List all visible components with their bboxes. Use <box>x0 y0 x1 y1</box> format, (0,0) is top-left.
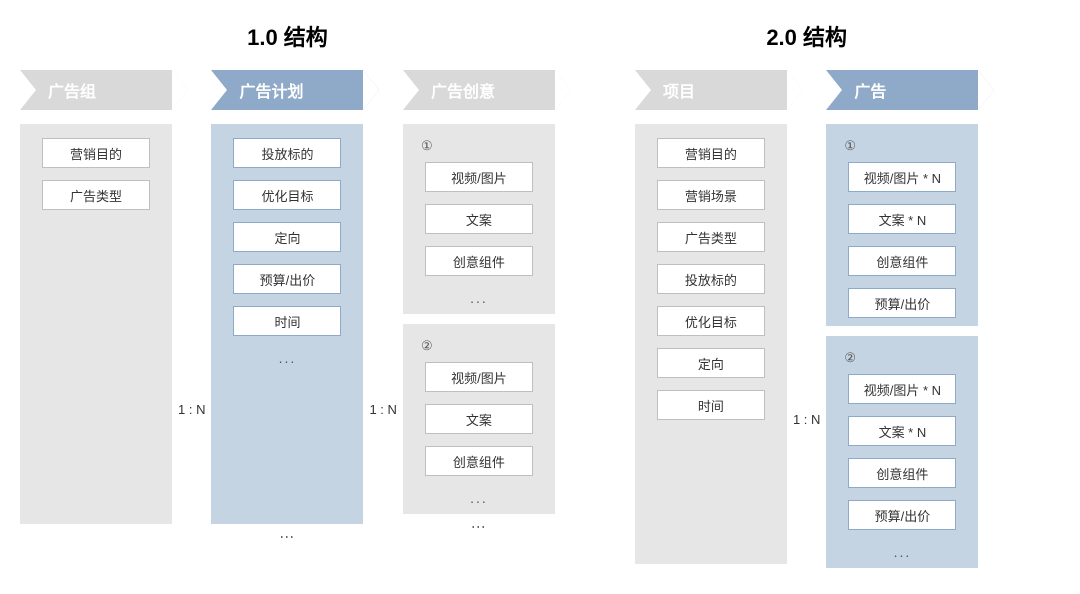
column-header: 广告 <box>826 70 978 110</box>
column-header: 广告组 <box>20 70 172 110</box>
section-v1-columns: 广告组营销目的广告类型1 : N广告计划投放标的优化目标定向预算/出价时间...… <box>20 70 555 548</box>
item-box: 视频/图片 <box>425 162 533 192</box>
ellipsis: ... <box>470 490 488 506</box>
section-v2-title: 2.0 结构 <box>766 20 847 52</box>
item-box: 文案 * N <box>848 204 956 234</box>
item-box: 时间 <box>233 306 341 336</box>
item-box: 创意组件 <box>848 458 956 488</box>
column-panel: ① 视频/图片文案创意组件... <box>403 124 555 314</box>
item-box: 广告类型 <box>42 180 150 210</box>
item-box: 视频/图片 * N <box>848 162 956 192</box>
relation-label: 1 : N <box>793 212 820 427</box>
item-box: 营销目的 <box>657 138 765 168</box>
section-v1-title: 1.0 结构 <box>247 20 328 52</box>
column-panel: 营销目的广告类型 <box>20 124 172 524</box>
item-box: 时间 <box>657 390 765 420</box>
column: 广告计划投放标的优化目标定向预算/出价时间... ⋮ <box>211 70 363 548</box>
group-number: ② <box>421 338 433 354</box>
item-box: 预算/出价 <box>233 264 341 294</box>
column: 广告①视频/图片 * N文案 * N创意组件预算/出价②视频/图片 * N文案 … <box>826 70 978 568</box>
item-box: 预算/出价 <box>848 500 956 530</box>
group-number: ① <box>421 138 433 154</box>
item-box: 优化目标 <box>657 306 765 336</box>
section-v2-columns: 项目营销目的营销场景广告类型投放标的优化目标定向时间1 : N广告①视频/图片 … <box>635 70 978 568</box>
section-v1: 1.0 结构 广告组营销目的广告类型1 : N广告计划投放标的优化目标定向预算/… <box>20 20 555 548</box>
item-box: 视频/图片 <box>425 362 533 392</box>
item-box: 营销场景 <box>657 180 765 210</box>
item-box: 文案 * N <box>848 416 956 446</box>
column: 项目营销目的营销场景广告类型投放标的优化目标定向时间 <box>635 70 787 564</box>
group-number: ② <box>844 350 856 366</box>
column-header: 广告创意 <box>403 70 555 110</box>
column: 广告组营销目的广告类型 <box>20 70 172 524</box>
section-v2: 2.0 结构 项目营销目的营销场景广告类型投放标的优化目标定向时间1 : N广告… <box>635 20 978 568</box>
item-box: 广告类型 <box>657 222 765 252</box>
item-box: 创意组件 <box>425 446 533 476</box>
vertical-ellipsis: ⋮ <box>471 520 487 538</box>
group-number: ① <box>844 138 856 154</box>
item-box: 预算/出价 <box>848 288 956 318</box>
column: 广告创意①视频/图片文案创意组件...②视频/图片文案创意组件...⋮ <box>403 70 555 538</box>
ellipsis: ... <box>279 350 297 366</box>
ellipsis: ... <box>470 290 488 306</box>
vertical-ellipsis: ⋮ <box>279 530 295 548</box>
relation-label: 1 : N <box>178 202 205 417</box>
panel-stack: ①视频/图片 * N文案 * N创意组件预算/出价②视频/图片 * N文案 * … <box>826 124 978 568</box>
item-box: 创意组件 <box>848 246 956 276</box>
structure-diagram: 1.0 结构 广告组营销目的广告类型1 : N广告计划投放标的优化目标定向预算/… <box>20 20 1060 568</box>
item-box: 定向 <box>657 348 765 378</box>
column-panel: ① 视频/图片 * N 文案 * N 创意组件预算/出价 <box>826 124 978 326</box>
column-header: 广告计划 <box>211 70 363 110</box>
item-box: 视频/图片 * N <box>848 374 956 404</box>
item-box: 优化目标 <box>233 180 341 210</box>
relation-label: 1 : N <box>369 202 396 417</box>
column-panel: ② 视频/图片 * N 文案 * N 创意组件预算/出价... <box>826 336 978 568</box>
ellipsis: ... <box>894 544 912 560</box>
panel-stack: ①视频/图片文案创意组件...②视频/图片文案创意组件... <box>403 124 555 514</box>
column-panel: 营销目的营销场景广告类型投放标的优化目标定向时间 <box>635 124 787 564</box>
item-box: 文案 <box>425 204 533 234</box>
column-panel: 投放标的优化目标定向预算/出价时间... <box>211 124 363 524</box>
item-box: 创意组件 <box>425 246 533 276</box>
item-box: 营销目的 <box>42 138 150 168</box>
item-box: 定向 <box>233 222 341 252</box>
column-panel: ② 视频/图片文案创意组件... <box>403 324 555 514</box>
column-header: 项目 <box>635 70 787 110</box>
item-box: 文案 <box>425 404 533 434</box>
item-box: 投放标的 <box>233 138 341 168</box>
item-box: 投放标的 <box>657 264 765 294</box>
